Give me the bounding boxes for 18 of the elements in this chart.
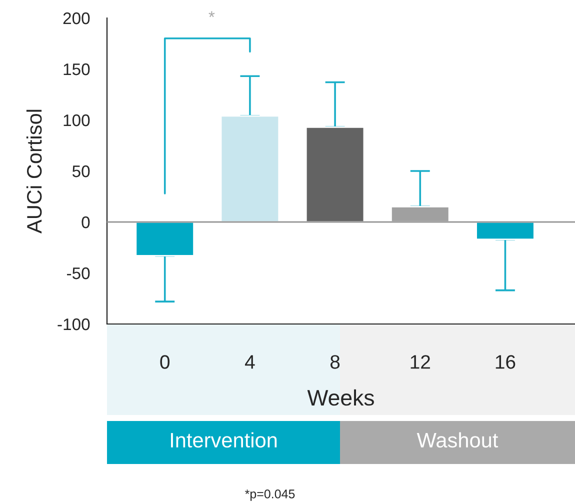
x-tick-label: 16 xyxy=(496,355,516,369)
x-tick-label: 0 xyxy=(160,355,170,369)
y-axis-title: AUCi Cortisol xyxy=(26,110,42,234)
y-tick-label: -100 xyxy=(58,318,90,330)
text: Intervention xyxy=(170,432,277,448)
y-tick-label: 50 xyxy=(72,165,90,178)
y-tick-label: 150 xyxy=(64,63,90,76)
y-tick-label: 100 xyxy=(64,114,90,126)
text: Washout xyxy=(416,432,498,448)
text: *p=0.045 xyxy=(245,490,295,501)
text: * xyxy=(208,11,215,18)
y-tick-label: 200 xyxy=(63,12,90,24)
x-tick-label: 8 xyxy=(330,355,340,369)
y-tick-label: -50 xyxy=(66,267,90,280)
x-axis-title: Weeks xyxy=(307,389,374,406)
x-tick-label: 4 xyxy=(244,355,255,369)
x-tick-label: 12 xyxy=(410,355,430,369)
y-tick-label: 0 xyxy=(82,216,90,228)
